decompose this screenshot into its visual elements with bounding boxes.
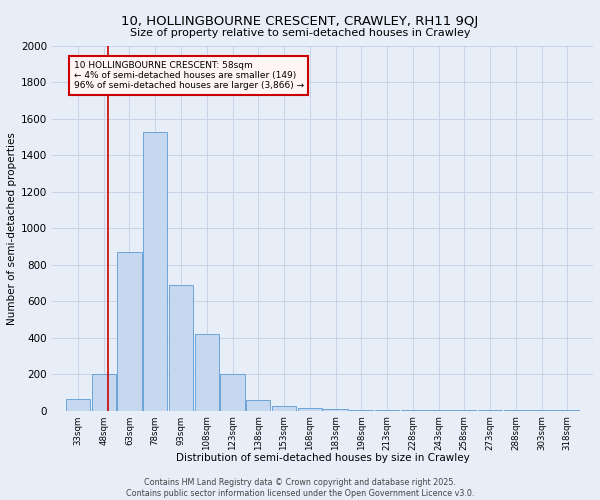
Bar xyxy=(323,408,348,410)
X-axis label: Distribution of semi-detached houses by size in Crawley: Distribution of semi-detached houses by … xyxy=(176,453,470,463)
Bar xyxy=(143,132,167,410)
Bar xyxy=(66,399,90,410)
Text: 10 HOLLINGBOURNE CRESCENT: 58sqm
← 4% of semi-detached houses are smaller (149)
: 10 HOLLINGBOURNE CRESCENT: 58sqm ← 4% of… xyxy=(74,60,304,90)
Bar xyxy=(220,374,245,410)
Bar xyxy=(246,400,271,410)
Y-axis label: Number of semi-detached properties: Number of semi-detached properties xyxy=(7,132,17,324)
Bar xyxy=(194,334,219,410)
Bar xyxy=(298,408,322,410)
Bar xyxy=(169,285,193,410)
Bar xyxy=(117,252,142,410)
Text: Size of property relative to semi-detached houses in Crawley: Size of property relative to semi-detach… xyxy=(130,28,470,38)
Bar xyxy=(272,406,296,410)
Text: 10, HOLLINGBOURNE CRESCENT, CRAWLEY, RH11 9QJ: 10, HOLLINGBOURNE CRESCENT, CRAWLEY, RH1… xyxy=(121,15,479,28)
Bar xyxy=(92,374,116,410)
Text: Contains HM Land Registry data © Crown copyright and database right 2025.
Contai: Contains HM Land Registry data © Crown c… xyxy=(126,478,474,498)
